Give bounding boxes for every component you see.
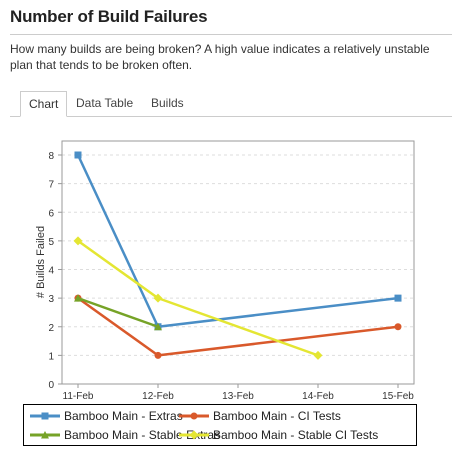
y-tick-label: 4 [48,266,54,277]
y-axis-label: # Builds Failed [35,226,47,298]
series-line [77,296,159,328]
series-bamboo-main-stable-extras [74,294,162,331]
y-tick-label: 8 [48,151,54,162]
legend-label: Bamboo Main - Extras [64,409,183,423]
legend-swatch [30,431,60,439]
tab-bar: Chart Data Table Builds [10,91,452,117]
y-tick-label: 7 [48,180,54,191]
legend-label: Bamboo Main - Stable Extras [64,428,221,442]
x-tick-label: 12-Feb [142,391,174,400]
data-point [74,151,82,159]
y-axis-ticks: 0 1 2 3 4 5 6 7 8 [48,151,62,391]
legend-marker [189,430,199,440]
legend-marker [190,412,198,420]
page-description: How many builds are being broken? A high… [10,42,430,72]
data-point [394,323,402,331]
x-tick-label: 11-Feb [63,391,94,400]
series-bamboo-main-ci-tests [74,294,402,359]
data-point [73,236,83,246]
y-tick-label: 0 [48,380,54,391]
tab-data-table[interactable]: Data Table [76,96,134,110]
data-point [394,294,402,302]
tab-builds[interactable]: Builds [151,96,184,110]
chart-series [73,151,402,360]
data-point [154,351,162,359]
series-line [77,239,319,357]
build-failures-chart: 0 1 2 3 4 5 6 7 8 11-Feb 12-Feb 13-Feb 14-Feb 15-Feb… [35,140,415,400]
legend-label: Bamboo Main - Stable CI Tests [213,428,379,442]
y-tick-label: 1 [48,351,54,362]
chart-legend: Bamboo Main - Extras Bamboo Main - CI Tes… [23,404,417,446]
legend-swatch [30,412,60,420]
x-tick-label: 15-Feb [382,391,414,400]
x-axis-ticks: 11-Feb 12-Feb 13-Feb 14-Feb 15-Feb [63,384,414,400]
legend-marker [41,412,49,420]
data-point [74,294,82,302]
page-title: Number of Build Failures [10,7,208,26]
series-bamboo-main-stable-ci-tests [73,236,323,360]
x-tick-label: 14-Feb [302,391,334,400]
title-divider [10,34,452,35]
y-tick-label: 3 [48,294,54,305]
y-tick-label: 6 [48,208,54,219]
y-tick-label: 2 [48,323,54,334]
tab-chart[interactable]: Chart [20,91,68,117]
data-point [153,293,163,303]
legend-swatch [179,430,209,440]
legend-label: Bamboo Main - CI Tests [213,409,341,423]
y-tick-label: 5 [48,237,54,248]
data-point [313,350,323,360]
data-point [154,322,162,331]
legend-swatch [179,412,209,420]
legend-marker [41,431,49,439]
x-tick-label: 13-Feb [222,391,254,400]
plot-area-border [61,140,415,385]
